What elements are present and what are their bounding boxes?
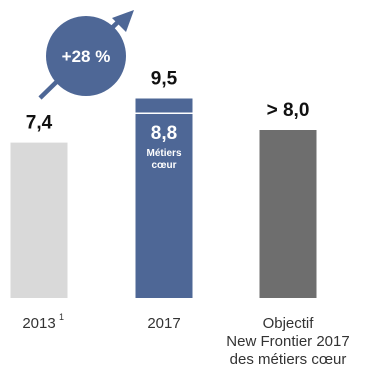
bar-2017 (135, 98, 193, 298)
bar-2013 (10, 142, 68, 298)
bars (10, 98, 317, 298)
value-label-2013: 7,4 (26, 113, 53, 134)
category-label-line: des métiers cœur (230, 351, 347, 368)
inner-sublabel-line: Métiers (146, 148, 181, 159)
category-superscript: 1 (59, 312, 64, 322)
growth-arrow-head (112, 10, 134, 32)
category-label-line: Objectif (263, 315, 315, 332)
inner-value-label: 8,8 (151, 123, 177, 144)
value-label-2017: 9,5 (151, 69, 178, 90)
value-label-objectif: > 8,0 (267, 100, 310, 121)
bar-objectif (259, 130, 317, 298)
growth-badge-label: +28 % (62, 47, 111, 66)
inner-sublabel-line: cœur (152, 160, 177, 171)
category-label-line: New Frontier 2017 (226, 333, 349, 350)
growth-badge (46, 16, 126, 96)
growth-indicator: +28 % (38, 10, 134, 100)
category-label-line: 2013 (22, 315, 55, 332)
category-label-line: 2017 (147, 315, 180, 332)
